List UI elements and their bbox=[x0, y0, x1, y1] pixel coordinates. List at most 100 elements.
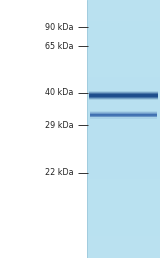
Bar bbox=[87, 98, 160, 100]
Text: 90 kDa: 90 kDa bbox=[45, 23, 74, 31]
Bar bbox=[87, 242, 160, 244]
Bar bbox=[87, 125, 160, 127]
Bar bbox=[87, 65, 160, 67]
Bar bbox=[87, 192, 160, 194]
Bar bbox=[87, 191, 160, 193]
Bar bbox=[87, 55, 160, 57]
Bar bbox=[87, 29, 160, 31]
Bar bbox=[87, 172, 160, 174]
Bar bbox=[87, 160, 160, 162]
Bar bbox=[87, 84, 160, 86]
Bar bbox=[87, 253, 160, 255]
Bar bbox=[87, 120, 160, 122]
Bar bbox=[87, 124, 160, 126]
Bar bbox=[87, 177, 160, 179]
Bar bbox=[87, 158, 160, 160]
Bar bbox=[87, 168, 160, 170]
Bar bbox=[87, 113, 160, 115]
Bar bbox=[87, 182, 160, 184]
Bar bbox=[87, 89, 160, 91]
Bar bbox=[87, 137, 160, 139]
Bar bbox=[87, 162, 160, 163]
Bar bbox=[87, 163, 160, 165]
Bar bbox=[87, 189, 160, 191]
Bar bbox=[87, 211, 160, 213]
Bar bbox=[87, 187, 160, 189]
Bar bbox=[87, 118, 160, 120]
Bar bbox=[87, 57, 160, 59]
Bar bbox=[87, 141, 160, 143]
Bar bbox=[87, 234, 160, 236]
Bar bbox=[87, 251, 160, 253]
Text: 29 kDa: 29 kDa bbox=[45, 121, 74, 130]
Bar bbox=[87, 179, 160, 181]
Bar bbox=[87, 127, 160, 129]
Bar bbox=[87, 204, 160, 206]
Bar bbox=[87, 38, 160, 39]
Bar bbox=[87, 132, 160, 134]
Bar bbox=[87, 91, 160, 93]
Bar bbox=[87, 63, 160, 65]
Bar bbox=[90, 111, 157, 113]
Bar bbox=[87, 69, 160, 70]
Bar bbox=[87, 80, 160, 83]
Bar bbox=[87, 8, 160, 10]
Bar bbox=[87, 198, 160, 199]
Text: 65 kDa: 65 kDa bbox=[45, 42, 74, 51]
Bar bbox=[87, 129, 160, 131]
Bar bbox=[87, 239, 160, 241]
Bar bbox=[87, 194, 160, 196]
Bar bbox=[87, 51, 160, 53]
Bar bbox=[87, 33, 160, 34]
Bar bbox=[87, 240, 160, 243]
Bar bbox=[87, 230, 160, 232]
Bar bbox=[87, 201, 160, 203]
Bar bbox=[87, 170, 160, 172]
Bar bbox=[87, 110, 160, 112]
Bar bbox=[87, 62, 160, 64]
Bar bbox=[87, 7, 160, 9]
Bar bbox=[87, 106, 160, 108]
Bar bbox=[87, 82, 160, 84]
Bar bbox=[87, 220, 160, 222]
Bar bbox=[89, 92, 158, 95]
Bar bbox=[87, 105, 160, 107]
Bar bbox=[87, 111, 160, 114]
Bar bbox=[89, 91, 158, 94]
Bar bbox=[87, 225, 160, 227]
Bar bbox=[87, 79, 160, 81]
Bar bbox=[87, 22, 160, 24]
Bar bbox=[87, 12, 160, 14]
Bar bbox=[87, 3, 160, 5]
Bar bbox=[87, 142, 160, 144]
Bar bbox=[87, 122, 160, 124]
Bar bbox=[87, 196, 160, 198]
Bar bbox=[87, 203, 160, 205]
Bar bbox=[89, 96, 158, 99]
Bar bbox=[87, 180, 160, 182]
Bar bbox=[90, 112, 157, 114]
Bar bbox=[87, 199, 160, 201]
Bar bbox=[87, 148, 160, 150]
Bar bbox=[87, 46, 160, 48]
Bar bbox=[87, 15, 160, 17]
Bar bbox=[87, 218, 160, 220]
Bar bbox=[87, 41, 160, 43]
Bar bbox=[87, 115, 160, 117]
Bar bbox=[87, 149, 160, 151]
Bar bbox=[87, 186, 160, 188]
Bar bbox=[87, 100, 160, 101]
Bar bbox=[87, 87, 160, 90]
Bar bbox=[87, 26, 160, 28]
Bar bbox=[87, 167, 160, 168]
Bar bbox=[87, 94, 160, 96]
Bar bbox=[87, 256, 160, 258]
Bar bbox=[87, 223, 160, 225]
Bar bbox=[87, 206, 160, 208]
Bar bbox=[87, 24, 160, 26]
Bar bbox=[87, 67, 160, 69]
Bar bbox=[87, 10, 160, 12]
Bar bbox=[87, 216, 160, 219]
Bar bbox=[90, 115, 157, 117]
Bar bbox=[87, 17, 160, 19]
